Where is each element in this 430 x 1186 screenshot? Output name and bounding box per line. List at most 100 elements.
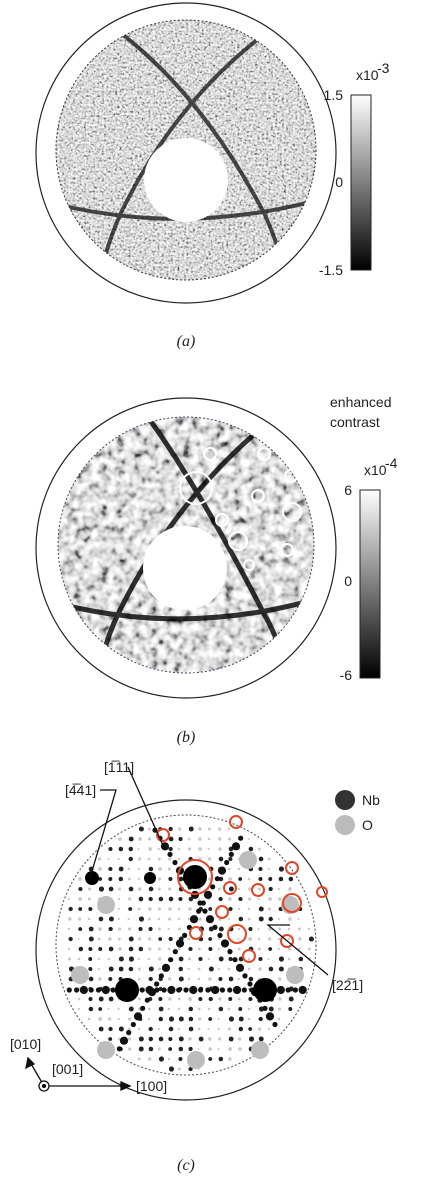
pattern-dot [218,1056,224,1062]
pattern-dot [267,867,270,871]
pattern-dot [278,897,282,901]
pattern-dot [217,887,221,891]
pattern-dot [158,1056,165,1062]
pattern-dot [242,973,248,979]
pattern-dot [148,896,153,902]
pattern-dot [282,893,302,913]
pattern-dot [205,987,211,993]
pattern-dot [118,956,124,962]
pattern-dot [98,916,104,922]
panel-label: (b) [177,729,196,746]
pattern-dot [77,997,81,1001]
pattern-dot [197,1047,200,1051]
pattern-dot [108,1037,113,1041]
pattern-dot [177,857,181,861]
pattern-dot [118,1026,124,1032]
pattern-dot [249,987,255,993]
pattern-dot [227,827,231,831]
pattern-dot [218,896,223,902]
pattern-dot [251,1041,269,1059]
pattern-dot [247,1007,251,1011]
pattern-dot [258,1016,263,1022]
pattern-dot [177,927,182,931]
legend-marker [335,815,355,835]
pattern-dot [198,956,203,962]
pattern-dot [108,1017,112,1021]
pattern-dot [188,1066,193,1072]
pattern-dot [168,997,172,1001]
pattern-dot [118,947,122,951]
disc-edge [55,19,317,281]
pattern-dot [147,857,151,861]
pattern-dot [207,847,210,851]
pattern-dot [144,997,150,1003]
pattern-dot [108,946,114,952]
pattern-dot [158,973,164,979]
pattern-dot [145,985,154,995]
pattern-dot [238,1016,244,1022]
pattern-dot [268,916,273,922]
pattern-dot [161,963,171,972]
pattern-dot [137,977,141,981]
pattern-dot [205,915,215,924]
pattern-dot [157,927,161,931]
pattern-dot [278,997,282,1001]
pattern-dot [227,1027,232,1031]
pattern-dot [178,976,184,982]
pattern-dot [196,908,202,914]
pattern-dot [248,926,253,932]
pattern-dot [228,856,233,862]
pattern-dot [228,837,232,841]
pattern-dot [257,847,261,851]
pattern-dot [287,937,290,941]
pattern-dot [101,985,110,995]
pattern-dot [287,957,291,961]
outer-circle [35,2,337,304]
pattern-dot [292,987,299,993]
note: contrast [330,414,380,430]
pattern-dot [214,876,220,882]
pattern-dot [168,887,172,891]
panel-a: x10 -3 1.5 0 -1.5 (a) [35,2,390,350]
pattern-dot [198,996,203,1002]
pattern-dot [268,886,273,892]
pattern-dot [248,1027,253,1031]
pattern-dot [251,883,265,897]
pattern-dot [257,947,261,951]
pattern-dot [207,827,212,831]
pattern-dot [183,987,189,993]
highlight-rings [179,447,327,571]
pattern-dot [218,847,222,851]
pattern-dot [247,981,253,987]
pattern-dot [137,867,140,871]
pattern-dot [228,1016,234,1022]
pattern-dot [298,985,307,995]
pattern-dot [288,887,292,891]
pattern-dot [158,957,162,961]
colorbar-tick: 0 [335,174,343,190]
pattern-dot [278,956,285,962]
pattern-dot [229,815,243,829]
pattern-dot [178,1016,184,1022]
pattern-dot [188,1016,194,1022]
pattern-dot [97,1041,115,1059]
pattern-dot [187,967,190,971]
pattern-dot [87,1017,91,1021]
pattern-dot [148,966,154,972]
pattern-dot [88,987,94,993]
pattern-dot [154,981,160,987]
pattern-dot [79,985,88,995]
pattern-dot [108,1026,113,1032]
pattern-dot [228,886,234,892]
pattern-dot [158,867,162,871]
pattern-dot [197,947,201,951]
pattern-dot [248,1036,255,1042]
pattern-dot [128,1047,132,1051]
pattern-dot [66,987,72,993]
pattern-dot [208,966,214,972]
pattern-dot [188,826,194,832]
pattern-dot [227,1007,231,1011]
pattern-dot [218,1037,222,1041]
disc-edge [55,814,317,1076]
pattern-dot [108,916,114,922]
